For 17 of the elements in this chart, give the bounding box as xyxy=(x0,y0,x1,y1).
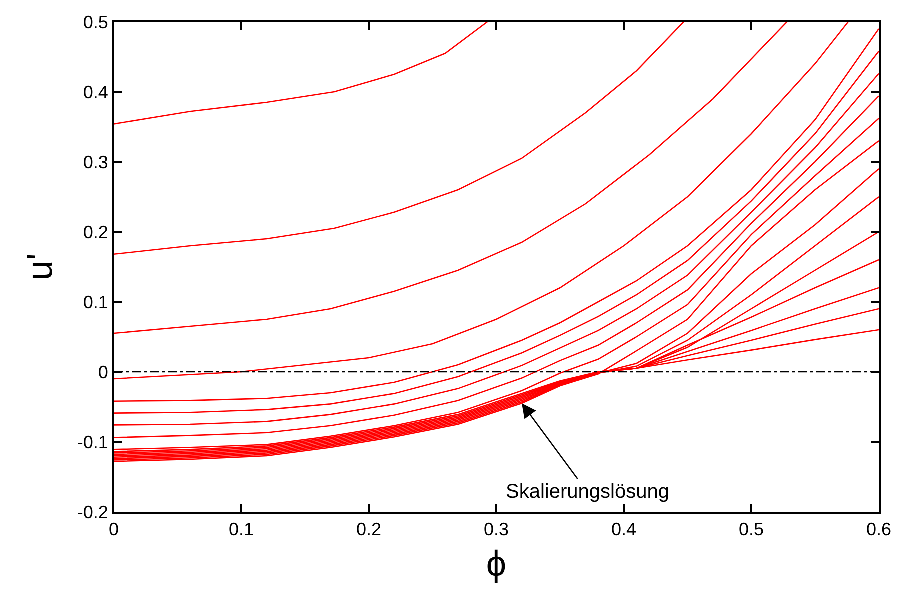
x-axis-title: ϕ xyxy=(486,542,507,584)
x-tick-label: 0.3 xyxy=(484,520,510,540)
y-axis-title: u' xyxy=(18,254,60,280)
y-tick-label: -0.2 xyxy=(77,502,108,522)
y-tick-label: 0.1 xyxy=(83,292,108,312)
y-tick-label: 0.4 xyxy=(83,82,108,102)
y-tick-label: 0.3 xyxy=(83,152,108,172)
x-tick-label: 0.6 xyxy=(866,520,892,540)
y-tick-label: -0.1 xyxy=(77,432,108,452)
y-tick-label: 0.5 xyxy=(83,12,108,32)
annotation: Skalierungslösung xyxy=(506,481,670,503)
x-tick-label: 0.4 xyxy=(611,520,637,540)
x-tick-label: 0.2 xyxy=(356,520,382,540)
y-tick-label: 0.2 xyxy=(83,222,108,242)
x-tick-label: 0.5 xyxy=(738,520,764,540)
x-tick-label: 0.1 xyxy=(228,520,254,540)
y-tick-label: 0 xyxy=(98,362,108,382)
